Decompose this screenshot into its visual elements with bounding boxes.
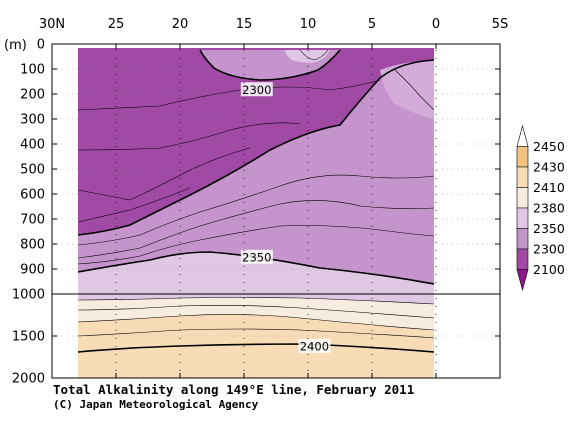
colorbar: 2450 2430 2410 2380 2350 2300 2100 — [516, 124, 565, 292]
y-tick-label: 500 — [20, 163, 45, 178]
contour-thin-13 — [394, 69, 434, 111]
colorbar-label: 2380 — [533, 201, 565, 216]
contour-thin-9 — [78, 305, 434, 319]
contour-label-bg — [240, 82, 273, 97]
y-tick-label: 800 — [20, 238, 45, 253]
contour-label: 2400 — [300, 339, 329, 353]
band-light-purple-lower — [78, 294, 434, 304]
contour-thin-2 — [78, 122, 301, 151]
y-tick-label: 1000 — [12, 288, 45, 303]
x-tick-label: 5 — [368, 17, 376, 32]
contour-label-group: 2300 2350 2400 — [240, 82, 331, 353]
colorbar-segment — [516, 124, 529, 147]
y-tick-label: 300 — [20, 113, 45, 128]
contour-2350-thick — [78, 251, 434, 285]
contour-thin-8 — [78, 297, 434, 305]
y-tick-label: 600 — [20, 188, 45, 203]
x-tick-label: 10 — [300, 17, 317, 32]
contour-thin-5 — [78, 174, 434, 246]
colorbar-segment — [516, 146, 529, 168]
contour-label: 2300 — [242, 83, 271, 97]
station-lines — [115, 50, 437, 372]
colorbar-segment — [516, 207, 529, 229]
x-tick-label: 25 — [108, 17, 125, 32]
colorbar-segment — [516, 269, 529, 292]
colorbar-label: 2430 — [533, 160, 565, 175]
contour-thin-12 — [299, 49, 329, 61]
band-deep-purple — [78, 48, 434, 235]
contour-2400-thick — [78, 343, 434, 353]
colorbar-label: 2100 — [533, 262, 565, 277]
colorbar-segment — [516, 248, 529, 270]
colorbar-label: 2410 — [533, 180, 565, 195]
x-tick-label: 15 — [236, 17, 253, 32]
contour-thin-11 — [78, 328, 434, 339]
contour-label-bg — [240, 249, 273, 264]
contour-thin-10 — [78, 314, 434, 331]
y-axis: 0 100 200 300 400 500 600 700 800 900 1000 1500 2000 — [12, 38, 500, 387]
x-tick-label: 20 — [172, 17, 189, 32]
y-tick-label: 1500 — [12, 330, 45, 345]
x-tick-label: 0 — [432, 17, 440, 32]
x-tick-label: 5S — [492, 17, 509, 32]
contour-label-bg — [298, 338, 331, 353]
contour-thin-6 — [78, 200, 434, 259]
colorbar-segment — [516, 166, 529, 188]
band-light-purple-core — [285, 50, 330, 63]
colorbar-segment — [516, 228, 529, 250]
contour-lines — [78, 49, 434, 353]
contour-thin-4 — [78, 187, 191, 223]
band-mid-purple-south — [380, 60, 434, 120]
contour-thin-7 — [78, 225, 434, 265]
y-tick-label: 0 — [37, 38, 45, 53]
y-tick-label: 2000 — [12, 372, 45, 387]
band-light-cream — [78, 294, 434, 330]
contour-thin-1 — [78, 79, 381, 111]
band-light-purple-upper — [78, 252, 434, 294]
contour-label: 2350 — [242, 250, 271, 264]
colorbar-label: 2300 — [533, 242, 565, 257]
colorbar-label: 2450 — [533, 139, 565, 154]
y-tick-label: 200 — [20, 88, 45, 103]
plot-frame — [51, 43, 501, 379]
contour-2300-thick — [78, 59, 434, 236]
y-tick-label: 400 — [20, 138, 45, 153]
chart-credit: (C) Japan Meteorological Agency — [53, 398, 259, 411]
contour-thin-3 — [78, 147, 251, 201]
x-axis: 30N 25 20 15 10 5 0 5S — [39, 17, 508, 378]
colorbar-segment — [516, 187, 529, 209]
y-tick-label: 100 — [20, 63, 45, 78]
contour-2300-upper — [199, 49, 341, 81]
band-white-top — [78, 44, 434, 48]
colorbar-label: 2350 — [533, 221, 565, 236]
y-tick-label: 900 — [20, 263, 45, 278]
x-tick-label: 30N — [39, 17, 65, 32]
y-tick-label: 700 — [20, 213, 45, 228]
y-unit-label: (m) — [4, 38, 27, 53]
chart-title: Total Alkalinity along 149°E line, Febru… — [53, 382, 414, 397]
